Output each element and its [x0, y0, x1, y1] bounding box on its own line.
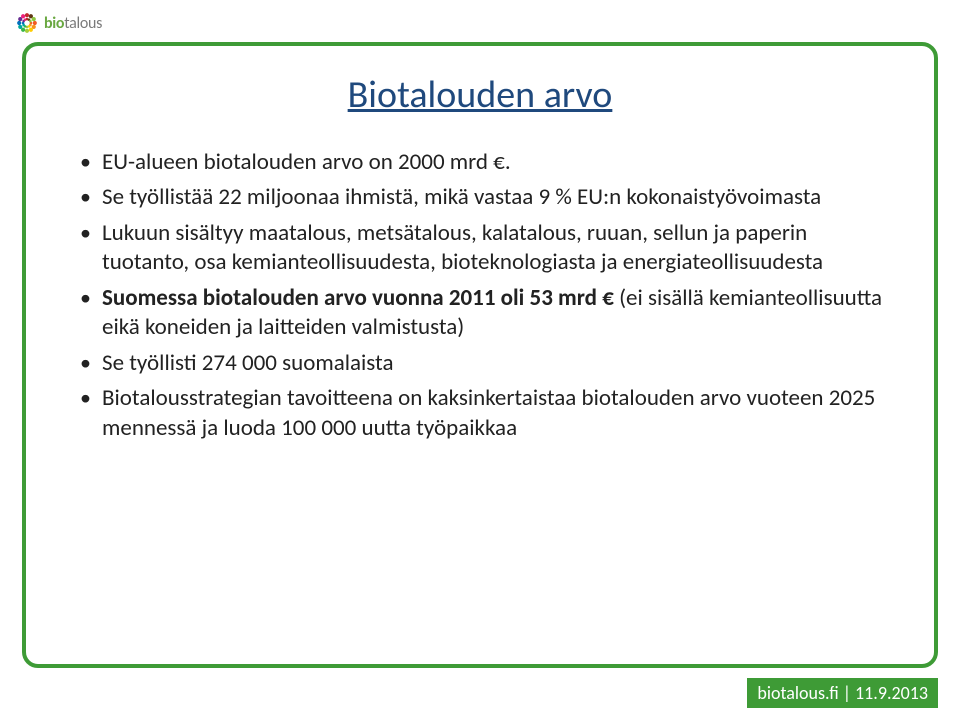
slide-frame: Biotalouden arvo EU-alueen biotalouden a…: [22, 42, 938, 668]
bullet-list: EU-alueen biotalouden arvo on 2000 mrd €…: [74, 148, 886, 443]
bullet-item: Lukuun sisältyy maatalous, metsätalous, …: [80, 219, 886, 278]
bullet-item: Se työllistää 22 miljoonaa ihmistä, mikä…: [80, 183, 886, 212]
slide-title: Biotalouden arvo: [74, 72, 886, 118]
footer-bar: biotalous.fi|11.9.2013: [747, 678, 938, 708]
bullet-item: Suomessa biotalouden arvo vuonna 2011 ol…: [80, 284, 886, 343]
bullet-item: Biotalousstrategian tavoitteena on kaksi…: [80, 384, 886, 443]
footer-site: biotalous.fi: [757, 682, 838, 704]
brand-wordmark: biotalous: [44, 14, 102, 33]
brand-bio: bio: [44, 14, 64, 33]
footer-date: 11.9.2013: [855, 682, 928, 704]
brand-logo: biotalous: [14, 10, 102, 36]
bullet-item: Se työllisti 274 000 suomalaista: [80, 349, 886, 378]
footer-separator: |: [839, 682, 855, 704]
brand-talous: talous: [64, 14, 102, 33]
burst-icon: [14, 10, 40, 36]
bullet-item: EU-alueen biotalouden arvo on 2000 mrd €…: [80, 148, 886, 177]
